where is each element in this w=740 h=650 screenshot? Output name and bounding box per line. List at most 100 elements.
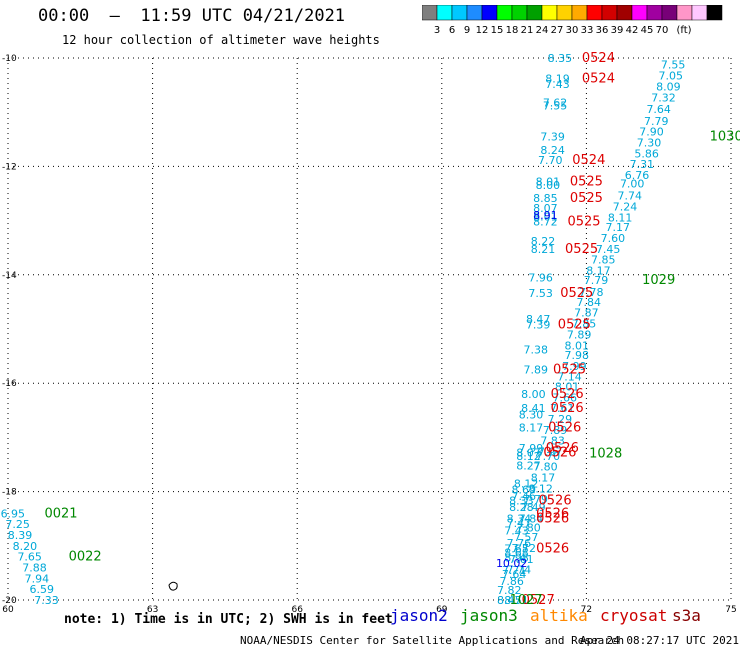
- wave-height-value: 7.97: [538, 445, 563, 458]
- wave-height-value: 7.65: [17, 551, 42, 564]
- jason3-time-label: 0022: [69, 550, 102, 565]
- wave-height-value: 8.12: [514, 477, 539, 490]
- y-tick-label: -10: [2, 54, 17, 64]
- legend-tick-label: 18: [506, 25, 519, 36]
- wave-height-value: 7.60: [601, 232, 626, 245]
- wave-height-value: 7.84: [577, 296, 602, 309]
- wave-height-value: 7.14: [557, 371, 582, 384]
- wave-height-value: 7.66: [552, 391, 577, 404]
- cryosat-time-label: 0524: [582, 72, 615, 87]
- cryosat-time-label: 0525: [565, 242, 598, 257]
- cryosat-time-label: 0525: [558, 318, 591, 333]
- legend-tick-label: 12: [476, 25, 489, 36]
- wave-height-value: 7.76: [507, 537, 532, 550]
- generated-timestamp: Apr 24 08:27:17 UTC 2021: [580, 634, 739, 647]
- cryosat-time-label: 0526: [546, 441, 579, 456]
- wave-height-value: 7.55: [543, 100, 568, 113]
- wave-height-value: 7.47: [507, 517, 532, 530]
- wave-height-value: 8.33: [509, 494, 534, 507]
- wave-height-value: 7.62: [543, 96, 568, 109]
- wave-height-value: 7.87: [574, 307, 599, 320]
- wave-height-value: 7.70: [538, 154, 563, 167]
- legend-tick-label: 70: [656, 25, 669, 36]
- wave-height-value: 7.96: [528, 272, 553, 285]
- wave-height-value: 8.09: [656, 81, 681, 94]
- wave-height-value: 8.19: [545, 73, 570, 86]
- wave-height-value: 8.17: [586, 264, 611, 277]
- footer-note: note: 1) Time is in UTC; 2) SWH is in fe…: [64, 612, 393, 627]
- cryosat-time-label: 0526: [551, 387, 584, 402]
- wave-height-value-blue: 10.02: [496, 557, 528, 570]
- cryosat-time-label: 0526: [536, 542, 569, 557]
- cryosat-time-label: 0526: [536, 512, 569, 527]
- jason3-time-label: 1029: [642, 273, 675, 288]
- satellite-name-jason3: jason3: [460, 606, 518, 625]
- y-tick-label: -12: [2, 162, 17, 172]
- wave-height-value: 7.45: [596, 243, 621, 256]
- satellite-name-cryosat: cryosat: [600, 606, 668, 625]
- cryosat-time-label: 0525: [553, 363, 586, 378]
- wave-height-value: 8.00: [536, 179, 561, 192]
- wave-height-value: 8.24: [540, 144, 565, 157]
- y-tick-label: -20: [2, 596, 17, 606]
- wave-height-value: 8.28: [509, 501, 534, 514]
- legend-tick-label: 9: [464, 25, 470, 36]
- wave-height-value: 7.65: [504, 543, 529, 556]
- x-tick-label: 72: [581, 605, 592, 615]
- satellite-name-jason2: jason2: [390, 606, 448, 625]
- wave-height-value: 7.39: [540, 131, 565, 144]
- wave-height-value: 7.90: [639, 126, 664, 139]
- wave-height-value: 7.79: [644, 115, 669, 128]
- x-tick-label: 75: [725, 605, 736, 615]
- cryosat-time-label: 0525: [567, 215, 600, 230]
- jason3-time-label: 1028: [589, 447, 622, 462]
- y-tick-label: -14: [2, 271, 17, 281]
- wave-height-value: 8.69: [511, 483, 536, 496]
- wave-height-value: 8.11: [608, 211, 633, 224]
- cryosat-time-label: 0526: [548, 421, 581, 436]
- wave-height-value: 7.46: [511, 490, 536, 503]
- wave-height-value: 7.38: [524, 344, 549, 357]
- wave-height-value: 6.59: [29, 583, 54, 596]
- legend-tick-label: 30: [566, 25, 579, 36]
- wave-height-value: 7.74: [507, 564, 532, 577]
- wave-height-value: 8.72: [533, 216, 558, 229]
- wave-height-value: 8.12: [528, 482, 553, 495]
- wave-height-value: 8.47: [497, 594, 522, 607]
- wave-height-value: 7.85: [572, 318, 597, 331]
- jason3-time-label: 0021: [44, 506, 77, 521]
- cryosat-time-label: 0524: [582, 51, 615, 66]
- wave-height-value: 7.99: [562, 360, 587, 373]
- wave-height-value: 8.20: [13, 540, 38, 553]
- legend-tick-label: 33: [581, 25, 594, 36]
- x-tick-label: 69: [436, 605, 448, 615]
- wave-height-value: 7.94: [25, 572, 50, 585]
- wave-height-value: 7.99: [519, 442, 544, 455]
- legend-tick-label: 45: [641, 25, 654, 36]
- wave-height-value: 7.89: [567, 328, 592, 341]
- cryosat-time-label: 0525: [560, 286, 593, 301]
- cryosat-time-label: 0525: [570, 175, 603, 190]
- credit-text: NOAA/NESDIS Center for Satellite Applica…: [240, 634, 625, 647]
- wave-height-value: 8.07: [516, 447, 541, 460]
- wave-height-value: 7.79: [524, 493, 549, 506]
- cryosat-time-label: 0526: [536, 506, 569, 521]
- wave-height-value: 8.39: [8, 529, 33, 542]
- wave-height-value: 7.31: [630, 158, 655, 171]
- cryosat-time-label: 0527: [522, 593, 555, 608]
- wave-height-value: 8.17: [531, 472, 556, 485]
- satellite-name-s3a: s3a: [672, 606, 701, 625]
- wave-height-value: 7.83: [540, 435, 565, 448]
- y-tick-label: -18: [2, 488, 17, 498]
- wave-height-value: 7.30: [637, 137, 662, 150]
- island-outline: [168, 581, 178, 591]
- wave-height-value: 7.61: [509, 553, 534, 566]
- wave-height-value: 7.72: [511, 542, 536, 555]
- wave-height-value: 7.39: [526, 319, 551, 332]
- wave-height-value: 7.98: [565, 349, 590, 362]
- wave-height-value: 8.68: [504, 546, 529, 559]
- wave-height-value: 8.27: [516, 460, 541, 473]
- wave-height-value: 7.32: [651, 92, 676, 105]
- wave-height-value: 7.24: [613, 201, 638, 214]
